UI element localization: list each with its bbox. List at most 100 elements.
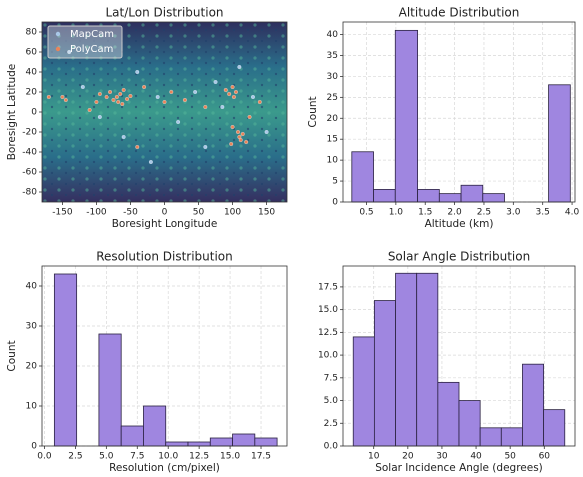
scatter-point — [118, 92, 122, 96]
scatter-point — [204, 105, 208, 109]
scatter-point — [125, 97, 129, 101]
x-tick-label: 3.0 — [506, 208, 521, 218]
x-axis-label: Solar Incidence Angle (degrees) — [375, 462, 543, 474]
y-tick-label: 25 — [327, 93, 338, 103]
bar — [544, 410, 565, 446]
plot-frame — [343, 22, 575, 202]
bar — [480, 428, 501, 446]
bar — [352, 152, 374, 202]
x-tick-label: 5.0 — [99, 452, 114, 462]
x-tick-label: 10 — [368, 452, 380, 462]
y-axis-label: Count — [307, 96, 319, 127]
x-tick-label: -150 — [52, 208, 73, 218]
y-tick-label: 2.5 — [324, 419, 338, 429]
scatter-point — [221, 105, 225, 109]
x-axis-label: Altitude (km) — [425, 218, 494, 230]
y-tick-label: -80 — [22, 188, 37, 198]
scatter-point — [241, 132, 245, 136]
x-tick-label: 50 — [504, 452, 516, 462]
scatter-point — [231, 125, 235, 129]
scatter-point — [214, 80, 218, 84]
x-axis-label: Resolution (cm/pixel) — [109, 462, 220, 474]
scatter-point — [98, 115, 102, 119]
scatter-point — [105, 95, 109, 99]
scatter-point — [227, 92, 231, 96]
bar — [438, 382, 459, 446]
bar — [374, 301, 395, 446]
scatter-point — [204, 145, 208, 149]
y-tick-label: 40 — [327, 30, 339, 40]
y-tick-label: 10.0 — [318, 351, 338, 361]
y-tick-label: 10 — [26, 402, 38, 412]
x-tick-label: 100 — [224, 208, 241, 218]
scatter-point — [108, 90, 112, 94]
scatter-point — [121, 102, 125, 106]
scatter-point — [176, 120, 180, 124]
chart-title: Resolution Distribution — [96, 250, 233, 264]
scatter-point — [149, 160, 153, 164]
x-tick-label: 0.0 — [37, 452, 52, 462]
scatter-point — [135, 70, 139, 74]
y-tick-label: 35 — [327, 51, 338, 61]
scatter-point — [64, 98, 68, 102]
x-tick-label: 1.5 — [418, 208, 432, 218]
x-tick-label: 12.5 — [189, 452, 209, 462]
y-tick-label: 10 — [327, 156, 339, 166]
scatter-point — [234, 90, 238, 94]
scatter-point — [115, 95, 119, 99]
scatter-point — [116, 100, 120, 104]
bar — [121, 426, 143, 446]
scatter-point — [88, 108, 92, 112]
chart-title: Altitude Distribution — [399, 6, 520, 20]
chart-title: Solar Angle Distribution — [388, 250, 530, 264]
bar — [459, 401, 480, 446]
scatter-point — [258, 100, 262, 104]
bar — [417, 273, 438, 446]
y-tick-label: 7.5 — [324, 373, 338, 383]
y-tick-label: 5.0 — [324, 396, 339, 406]
scatter-point — [248, 115, 252, 119]
scatter-point — [112, 98, 116, 102]
bar — [54, 274, 76, 446]
scatter-point — [142, 85, 146, 89]
x-tick-label: 10.0 — [158, 452, 178, 462]
scatter-point — [122, 88, 126, 92]
x-tick-label: 50 — [193, 208, 205, 218]
scatter-point — [224, 88, 228, 92]
x-tick-label: 1.0 — [389, 208, 404, 218]
y-tick-label: 5 — [332, 177, 338, 187]
scatter-point — [170, 90, 174, 94]
scatter-point — [265, 130, 269, 134]
y-tick-label: 30 — [26, 322, 38, 332]
bar — [353, 337, 374, 446]
y-tick-label: 40 — [26, 68, 38, 78]
bar — [255, 438, 277, 446]
scatter-point — [122, 135, 126, 139]
bar — [374, 189, 396, 202]
scatter-point — [156, 95, 160, 99]
x-tick-label: -100 — [86, 208, 107, 218]
x-tick-label: 2.5 — [68, 452, 82, 462]
scatter-point — [251, 95, 255, 99]
scatter-point — [232, 95, 236, 99]
y-tick-label: -20 — [22, 128, 37, 138]
scatter-point — [236, 130, 240, 134]
x-axis-label: Boresight Longitude — [112, 218, 218, 230]
x-tick-label: 15.0 — [220, 452, 240, 462]
y-tick-label: 12.5 — [318, 328, 338, 338]
bar — [501, 428, 522, 446]
legend-marker — [56, 32, 60, 36]
y-tick-label: -60 — [22, 168, 37, 178]
y-tick-label: 20 — [26, 362, 38, 372]
y-tick-label: 0 — [31, 108, 37, 118]
scatter-point — [244, 140, 248, 144]
bar — [99, 334, 121, 446]
legend-marker — [56, 47, 60, 51]
bar — [210, 438, 232, 446]
x-tick-label: 40 — [470, 452, 482, 462]
x-tick-label: 0.5 — [359, 208, 373, 218]
bar — [143, 406, 165, 446]
x-tick-label: -50 — [123, 208, 138, 218]
x-tick-label: 2.0 — [447, 208, 462, 218]
scatter-point — [61, 95, 65, 99]
